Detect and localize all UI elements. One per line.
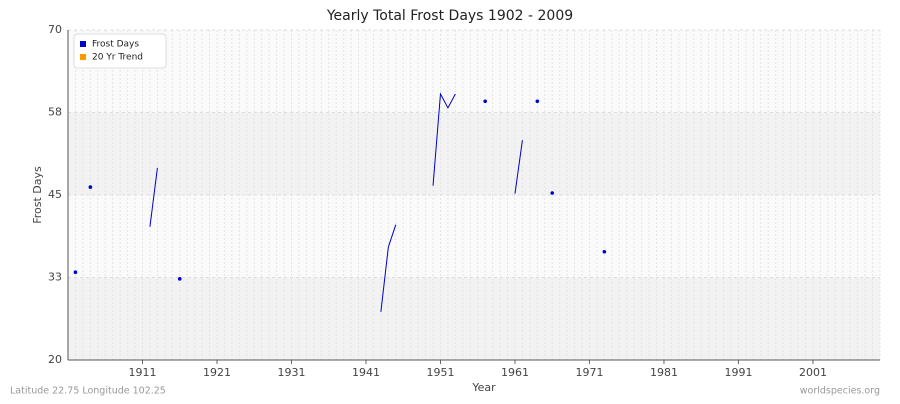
x-tick-label: 1981 [650,366,678,379]
legend-label: Frost Days [92,40,139,50]
legend-box [73,33,167,69]
chart-title: Yearly Total Frost Days 1902 - 2009 [326,8,573,24]
y-tick-label: 33 [48,271,62,284]
footer-right: worldspecies.org [800,386,880,397]
band [68,112,880,195]
y-axis-label: Frost Days [31,166,44,224]
legend-swatch [80,54,86,60]
data-line [432,92,456,186]
x-tick-label: 1921 [203,366,231,379]
data-point [550,191,555,195]
x-tick-label: 1931 [277,366,305,379]
data-point [483,99,487,104]
data-line [149,167,158,227]
data-point [88,185,93,189]
legend-label: 20 Yr Trend [92,53,143,63]
x-tick-label: 2001 [799,366,827,379]
footer-left: Latitude 22.75 Longitude 102.25 [10,386,166,397]
x-tick-label: 1961 [501,366,529,379]
data-point [602,249,607,254]
band [68,277,880,360]
data-point [73,270,78,275]
x-tick-label: 1991 [724,366,752,379]
x-tick-label: 1941 [352,366,380,379]
x-tick-label: 1951 [426,366,454,379]
data-line [514,140,523,194]
legend-swatch [80,41,86,47]
x-tick-label: 1911 [128,366,156,379]
x-axis-label: Year [471,381,496,394]
y-tick-label: 58 [48,106,62,119]
x-tick-label: 1971 [575,366,603,379]
y-tick-label: 70 [48,23,62,36]
y-tick-label: 20 [48,353,62,366]
data-line [380,224,397,312]
data-point [535,99,540,104]
data-point [177,277,182,281]
y-tick-label: 45 [48,188,62,201]
